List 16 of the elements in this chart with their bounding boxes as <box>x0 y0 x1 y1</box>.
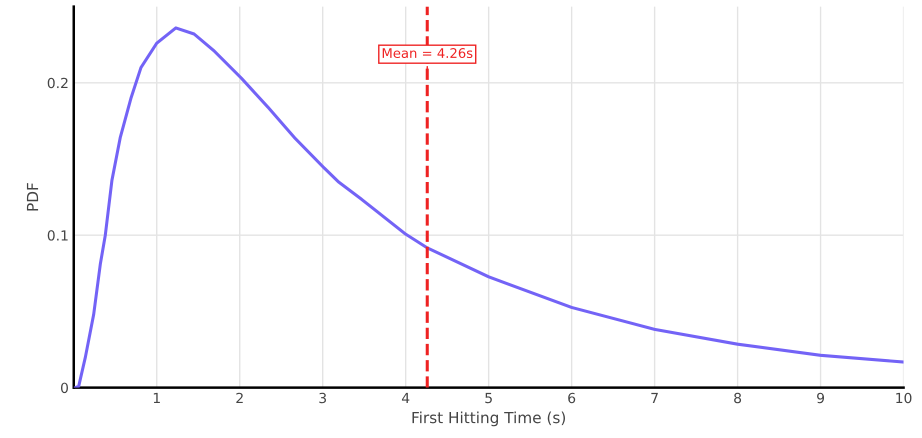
y-tick-label: 0 <box>60 382 68 394</box>
x-tick-label: 10 <box>896 392 912 404</box>
x-tick-label: 8 <box>734 392 742 404</box>
x-axis-title: First Hitting Time (s) <box>412 411 566 426</box>
x-tick-label: 3 <box>319 392 326 404</box>
x-tick-label: 5 <box>485 392 492 404</box>
y-tick-label: 0.1 <box>48 230 68 241</box>
ref-line-label: Mean = 4.26s <box>382 48 472 58</box>
x-tick-label: 6 <box>568 392 576 404</box>
x-tick-label: 1 <box>154 392 160 404</box>
y-tick-label: 0.2 <box>48 78 68 88</box>
x-tick-label: 7 <box>651 392 658 404</box>
x-tick-label: 9 <box>817 392 824 404</box>
y-axis-title: PDF <box>26 183 38 210</box>
x-tick-label: 2 <box>236 392 243 404</box>
x-tick-label: 4 <box>402 392 410 404</box>
